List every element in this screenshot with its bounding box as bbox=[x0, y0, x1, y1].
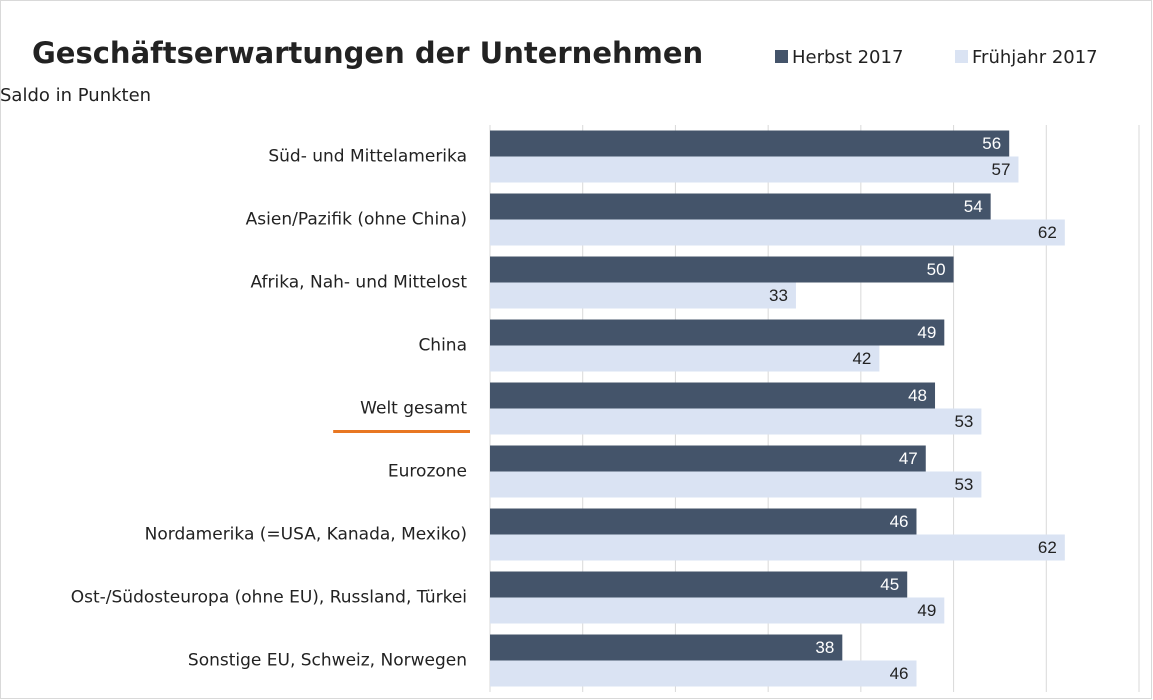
y-tick-label: Nordamerika (=USA, Kanada, Mexiko) bbox=[145, 525, 467, 545]
data-label: 50 bbox=[927, 260, 946, 279]
data-label: 33 bbox=[769, 286, 788, 305]
y-tick-label: Welt gesamt bbox=[360, 399, 467, 419]
bar bbox=[490, 345, 880, 372]
legend-swatch bbox=[775, 50, 788, 63]
y-tick-label: Eurozone bbox=[388, 462, 467, 482]
data-label: 46 bbox=[890, 512, 909, 531]
bar bbox=[490, 445, 926, 472]
data-label: 48 bbox=[908, 386, 927, 405]
chart-title: Geschäftserwartungen der Unternehmen bbox=[32, 36, 703, 70]
data-label: 53 bbox=[954, 475, 973, 494]
bar bbox=[490, 130, 1010, 157]
y-tick-label: China bbox=[418, 336, 467, 356]
data-label: 49 bbox=[917, 323, 936, 342]
data-label: 46 bbox=[890, 664, 909, 683]
data-label: 62 bbox=[1038, 538, 1057, 557]
legend-swatch bbox=[955, 50, 968, 63]
bar bbox=[490, 508, 917, 535]
data-label: 38 bbox=[815, 638, 834, 657]
data-label: 45 bbox=[880, 575, 899, 594]
data-label: 62 bbox=[1038, 223, 1057, 242]
bar bbox=[490, 571, 908, 598]
y-tick-label: Asien/Pazifik (ohne China) bbox=[246, 210, 467, 230]
data-label: 53 bbox=[954, 412, 973, 431]
bar bbox=[490, 660, 917, 687]
bar bbox=[490, 282, 796, 309]
data-label: 56 bbox=[982, 134, 1001, 153]
y-tick-label: Afrika, Nah- und Mittelost bbox=[250, 273, 467, 293]
legend-label: Frühjahr 2017 bbox=[972, 47, 1098, 68]
bar bbox=[490, 193, 991, 220]
bar bbox=[490, 408, 982, 435]
y-tick-label: Sonstige EU, Schweiz, Norwegen bbox=[188, 651, 467, 671]
data-label: 42 bbox=[852, 349, 871, 368]
bar bbox=[490, 382, 936, 409]
bar bbox=[490, 634, 843, 661]
data-label: 49 bbox=[917, 601, 936, 620]
bar bbox=[490, 597, 945, 624]
bar bbox=[490, 471, 982, 498]
legend-label: Herbst 2017 bbox=[792, 47, 903, 68]
bar bbox=[490, 219, 1065, 246]
chart-subtitle: Saldo in Punkten bbox=[0, 85, 151, 106]
bar bbox=[490, 256, 954, 283]
data-label: 57 bbox=[992, 160, 1011, 179]
bar bbox=[490, 534, 1065, 561]
bar bbox=[490, 319, 945, 346]
y-tick-label: Süd- und Mittelamerika bbox=[268, 147, 467, 167]
data-label: 47 bbox=[899, 449, 918, 468]
bar bbox=[490, 156, 1019, 183]
data-label: 54 bbox=[964, 197, 983, 216]
y-tick-label: Ost-/Südosteuropa (ohne EU), Russland, T… bbox=[71, 588, 467, 608]
